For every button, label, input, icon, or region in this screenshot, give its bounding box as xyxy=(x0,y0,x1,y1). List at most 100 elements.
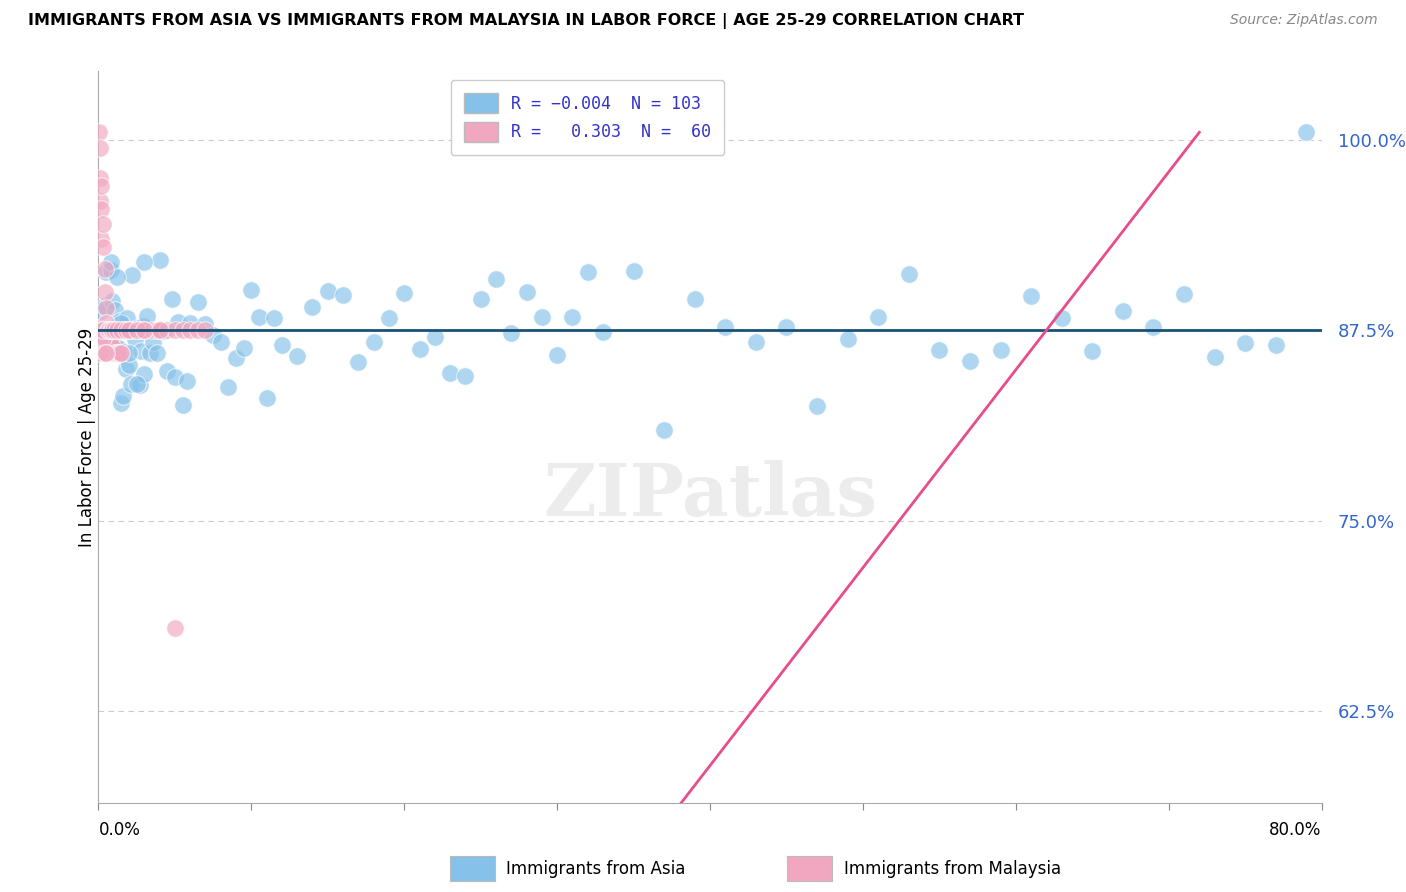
Y-axis label: In Labor Force | Age 25-29: In Labor Force | Age 25-29 xyxy=(79,327,96,547)
Point xyxy=(439,366,461,380)
Point xyxy=(163,370,186,384)
Point xyxy=(125,323,148,337)
Point xyxy=(501,326,523,340)
Point xyxy=(110,323,132,337)
Point xyxy=(93,299,115,313)
Point xyxy=(110,346,132,360)
Point xyxy=(172,323,194,337)
Point xyxy=(363,335,385,350)
Point xyxy=(90,304,112,318)
Point xyxy=(225,351,247,365)
Point xyxy=(470,293,492,307)
Point xyxy=(125,376,148,391)
Point xyxy=(1050,310,1073,325)
Point xyxy=(139,346,162,360)
Point xyxy=(103,323,125,337)
Point xyxy=(97,323,120,337)
Point xyxy=(94,316,117,330)
Point xyxy=(101,323,124,337)
Point xyxy=(91,331,114,345)
Point xyxy=(576,265,599,279)
Point xyxy=(134,255,156,269)
Point xyxy=(149,323,172,337)
Point xyxy=(94,301,117,315)
Text: Source: ZipAtlas.com: Source: ZipAtlas.com xyxy=(1230,13,1378,28)
Point xyxy=(103,346,125,360)
Point xyxy=(928,343,950,358)
Point xyxy=(110,396,132,410)
Point xyxy=(714,320,737,334)
Point xyxy=(134,368,156,382)
Point xyxy=(1204,350,1226,364)
Point xyxy=(118,358,141,372)
Point xyxy=(454,369,477,384)
Point xyxy=(118,323,141,337)
Point xyxy=(332,288,354,302)
Point xyxy=(516,285,538,300)
Point xyxy=(187,295,209,310)
Text: Immigrants from Malaysia: Immigrants from Malaysia xyxy=(844,860,1060,878)
Point xyxy=(316,284,339,298)
Point xyxy=(107,341,129,355)
Point xyxy=(683,292,706,306)
Point xyxy=(118,323,141,337)
Point xyxy=(98,323,121,337)
Point xyxy=(112,344,135,359)
Point xyxy=(108,346,131,360)
Point xyxy=(1264,338,1286,352)
Point xyxy=(145,323,167,337)
Point xyxy=(129,323,152,337)
Point xyxy=(1173,286,1195,301)
Point xyxy=(149,252,172,267)
Point xyxy=(285,349,308,363)
Point xyxy=(745,334,768,349)
Point xyxy=(117,323,139,337)
Point xyxy=(134,323,156,337)
Point xyxy=(378,310,401,325)
Point xyxy=(392,286,416,301)
Point xyxy=(194,317,217,331)
Point xyxy=(347,355,370,369)
Point xyxy=(89,331,111,345)
Point xyxy=(217,380,239,394)
Point xyxy=(115,323,138,337)
Point xyxy=(100,263,122,277)
Point xyxy=(149,323,172,337)
Point xyxy=(117,311,139,326)
Point xyxy=(100,331,122,345)
Point xyxy=(93,262,115,277)
Point xyxy=(124,332,146,346)
Point xyxy=(129,344,152,359)
Point xyxy=(485,271,508,285)
Point xyxy=(160,292,183,306)
Point xyxy=(270,338,292,352)
Point xyxy=(134,323,156,337)
Point xyxy=(149,323,172,337)
Point xyxy=(91,323,114,337)
Point xyxy=(172,398,194,412)
Point xyxy=(301,300,323,314)
Point xyxy=(89,140,111,154)
Point xyxy=(156,364,179,378)
Point xyxy=(89,171,111,186)
Point xyxy=(179,323,201,337)
Point xyxy=(167,315,190,329)
Point xyxy=(837,332,859,346)
Point xyxy=(91,217,114,231)
Point xyxy=(93,285,115,300)
Point xyxy=(91,239,114,253)
Point xyxy=(118,346,141,360)
Point xyxy=(1081,343,1104,358)
Point xyxy=(179,316,201,330)
Point xyxy=(232,341,254,355)
Point xyxy=(103,341,125,355)
Point xyxy=(90,232,112,246)
Point xyxy=(132,319,155,334)
Point xyxy=(90,178,112,193)
Point xyxy=(94,265,117,279)
Point xyxy=(868,310,890,324)
Point xyxy=(89,346,111,360)
Point xyxy=(423,330,446,344)
Point xyxy=(108,314,131,328)
Point xyxy=(1295,125,1317,139)
